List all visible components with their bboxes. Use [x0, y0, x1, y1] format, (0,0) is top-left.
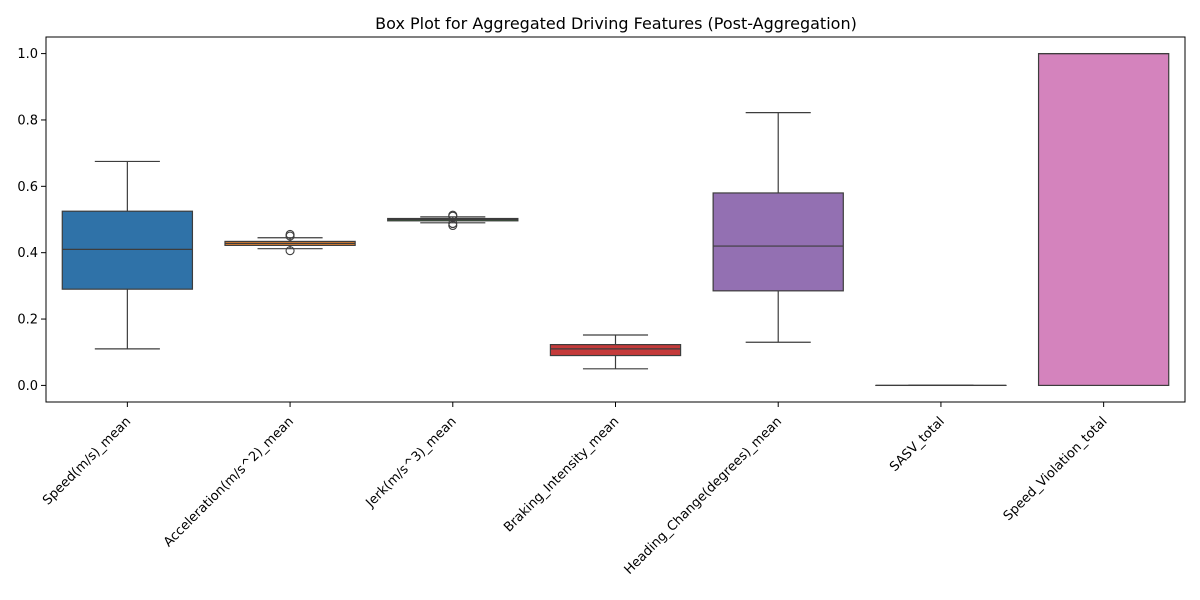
box-body: [549, 343, 682, 357]
plot-frame: [45, 36, 1186, 403]
chart-title: Box Plot for Aggregated Driving Features…: [375, 14, 857, 33]
box-5: [712, 112, 844, 343]
box-body: [712, 192, 844, 292]
x-tick-label: Acceleration(m/s^2)_mean: [161, 414, 297, 550]
x-tick-label: Heading_Change(degrees)_mean: [622, 414, 785, 577]
y-tick-label: 0.2: [17, 313, 38, 328]
y-axis: 0.0 0.2 0.4 0.6 0.8 1.0: [17, 47, 46, 394]
outlier-point: [448, 210, 458, 220]
box-4: [549, 334, 682, 370]
y-tick-label: 0.6: [17, 180, 38, 195]
y-tick-label: 0.8: [17, 113, 38, 128]
y-tick-label: 1.0: [17, 47, 38, 62]
outlier-point: [285, 229, 295, 239]
box-2: [224, 229, 356, 256]
box-3: [387, 210, 519, 231]
y-tick-label: 0.0: [17, 379, 38, 394]
y-tick-label: 0.4: [17, 246, 38, 261]
x-tick-label: SASV_total: [887, 414, 948, 475]
x-tick-label: Speed_Violation_total: [1001, 414, 1111, 524]
outlier-point: [285, 246, 295, 256]
box-body: [61, 210, 194, 290]
x-axis: Speed(m/s)_mean Acceleration(m/s^2)_mean J…: [40, 402, 1110, 578]
box-body: [1037, 52, 1170, 387]
box-7: [1037, 52, 1170, 387]
x-tick-label: Braking_Intensity_mean: [501, 414, 622, 535]
x-tick-label: Jerk(m/s^3)_mean: [363, 414, 460, 511]
box-1: [61, 160, 194, 350]
boxes-layer: [61, 52, 1170, 387]
x-tick-label: Speed(m/s)_mean: [40, 414, 134, 508]
